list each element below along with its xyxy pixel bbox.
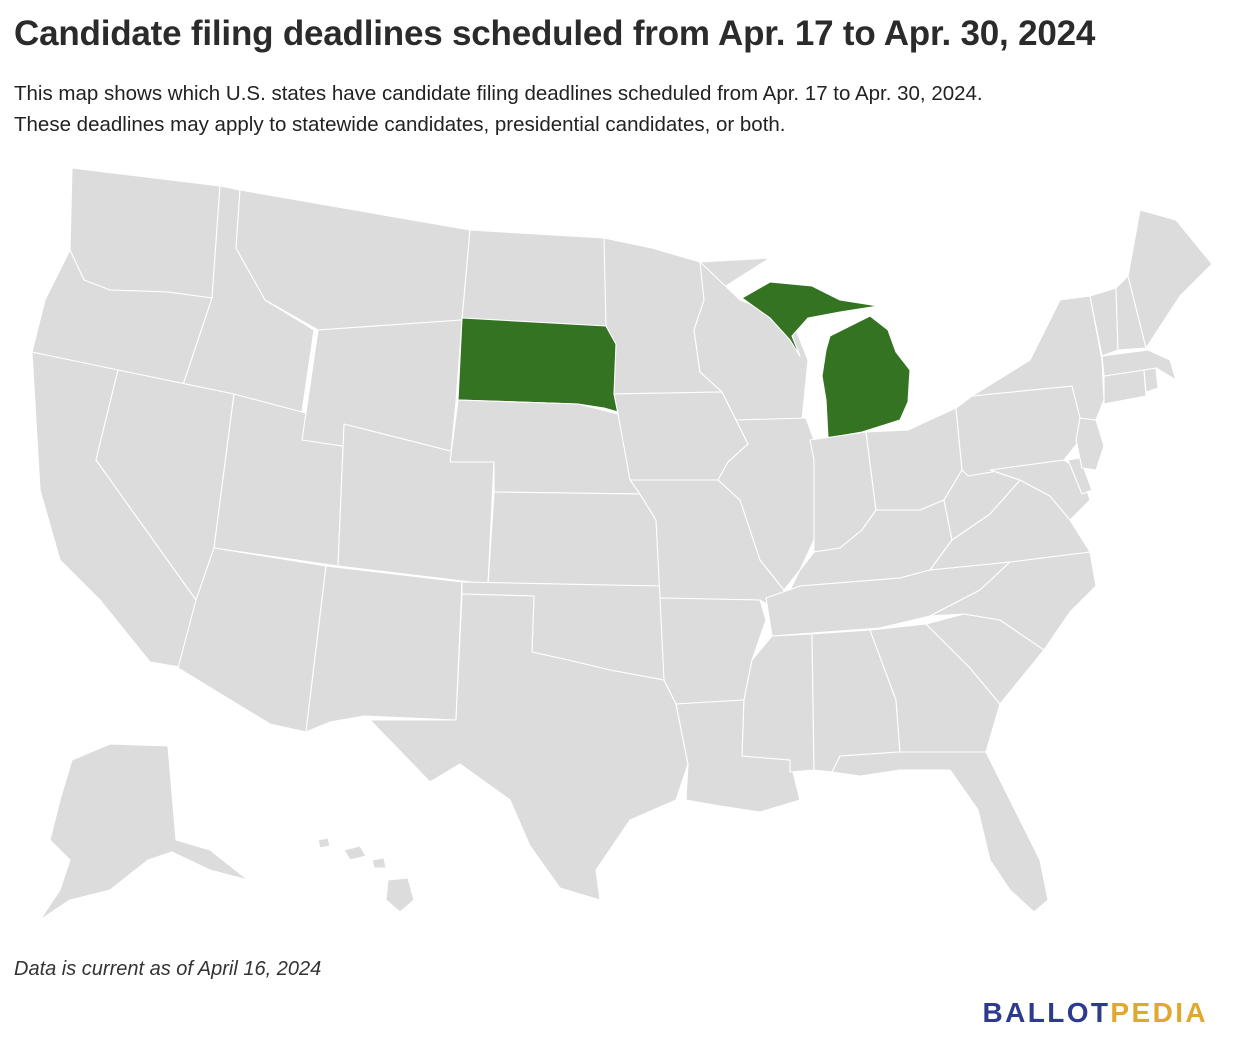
- subtitle-line-2: These deadlines may apply to statewide c…: [14, 113, 786, 136]
- page-subtitle: This map shows which U.S. states have ca…: [14, 78, 1214, 140]
- state-maryland[interactable]: [989, 459, 1091, 521]
- state-new-jersey[interactable]: [1075, 417, 1105, 471]
- state-south-dakota[interactable]: [457, 317, 619, 413]
- state-massachusetts[interactable]: [1101, 349, 1177, 381]
- page-title: Candidate filing deadlines scheduled fro…: [14, 14, 1096, 53]
- state-north-carolina[interactable]: [929, 551, 1097, 651]
- state-illinois[interactable]: [717, 417, 815, 591]
- state-new-york[interactable]: [971, 295, 1105, 421]
- us-states-map: [31, 167, 1213, 921]
- state-rhode-island[interactable]: [1143, 367, 1159, 393]
- state-maine[interactable]: [1127, 209, 1213, 349]
- state-michigan[interactable]: [741, 281, 911, 439]
- state-alaska[interactable]: [39, 743, 249, 921]
- state-north-dakota[interactable]: [461, 229, 611, 331]
- ballotpedia-logo[interactable]: BALLOTPEDIA: [982, 997, 1208, 1029]
- state-florida[interactable]: [831, 751, 1049, 913]
- state-texas[interactable]: [369, 593, 689, 901]
- logo-text-pedia: PEDIA: [1110, 997, 1208, 1028]
- state-delaware[interactable]: [1067, 457, 1093, 495]
- data-date-note: Data is current as of April 16, 2024: [14, 958, 322, 980]
- subtitle-line-1: This map shows which U.S. states have ca…: [14, 82, 983, 105]
- state-kansas[interactable]: [487, 491, 661, 587]
- state-new-mexico[interactable]: [305, 565, 463, 733]
- state-wyoming[interactable]: [301, 319, 463, 463]
- logo-text-ballot: BALLOT: [982, 997, 1111, 1028]
- state-washington[interactable]: [69, 167, 221, 299]
- state-hawaii[interactable]: [317, 837, 415, 913]
